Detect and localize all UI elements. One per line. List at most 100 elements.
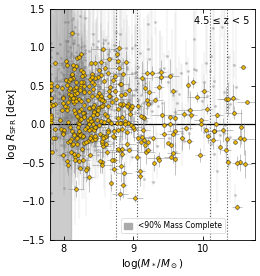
Point (152, 98, 157, 103)
Point (134, 75, 138, 79)
Point (245, 100, 249, 104)
Point (77, 109, 81, 114)
Point (69, 53, 73, 57)
Point (70, 114, 75, 119)
Point (65, 83, 69, 87)
Point (49, 116, 54, 120)
Point (75, 111, 80, 115)
Point (211, 84, 215, 89)
Point (94, 124, 98, 129)
Point (49, 119, 54, 124)
Text: 4.5 ≤ z < 5: 4.5 ≤ z < 5 (194, 16, 249, 26)
Point (146, 140, 150, 144)
Point (90, 112, 95, 117)
Point (233, 140, 237, 145)
Point (52, 92, 56, 97)
Point (222, 131, 226, 135)
Point (71, 99, 75, 103)
Point (122, 93, 126, 97)
Point (74, 105, 78, 109)
Point (82, 131, 86, 135)
Point (84, 108, 88, 112)
Point (68, 88, 72, 92)
Point (76, 102, 81, 107)
Point (70, 17, 74, 22)
Point (124, 60, 128, 64)
Point (75, 107, 80, 112)
Point (122, 122, 127, 126)
Point (100, 136, 105, 140)
Point (74, 79, 78, 84)
Point (74, 186, 78, 191)
Point (77, 109, 81, 113)
Point (143, 86, 147, 90)
Point (76, 107, 80, 111)
Point (84, 125, 89, 129)
Point (63, 75, 67, 80)
Point (63, 122, 68, 127)
Point (92, 135, 96, 139)
Point (84, 135, 89, 140)
Point (55, 86, 59, 91)
Point (49, 48, 54, 52)
Point (226, 97, 230, 101)
Point (49, 149, 54, 154)
Point (81, 111, 86, 115)
Point (82, 165, 86, 169)
Point (108, 84, 112, 89)
Point (74, 76, 78, 80)
Point (75, 116, 79, 120)
Point (87, 122, 91, 127)
Point (69, 92, 73, 96)
Point (78, 84, 82, 89)
Point (146, 148, 150, 152)
Point (71, 104, 75, 108)
Point (106, 71, 110, 76)
Point (110, 158, 114, 162)
Point (100, 163, 104, 168)
Point (73, 95, 77, 100)
Point (109, 107, 113, 111)
Point (118, 121, 122, 125)
Point (134, 70, 139, 75)
Point (71, 63, 75, 68)
Point (87, 89, 91, 94)
Point (76, 62, 80, 66)
Point (66, 58, 70, 63)
Point (66, 111, 70, 115)
Point (113, 102, 118, 106)
Point (54, 85, 58, 90)
Point (74, 78, 78, 82)
Point (82, 140, 86, 145)
Point (141, 128, 145, 132)
Point (68, 139, 72, 143)
Point (80, 113, 84, 118)
Point (112, 135, 116, 139)
Point (73, 120, 77, 124)
Point (74, 95, 78, 99)
Point (97, 91, 101, 95)
Y-axis label: log $R_{\rm SFR}$ [dex]: log $R_{\rm SFR}$ [dex] (5, 88, 19, 160)
Point (99, 48, 103, 52)
Point (233, 192, 237, 197)
Point (68, 113, 73, 117)
Point (100, 97, 104, 101)
Point (97, 78, 101, 83)
Point (79, 131, 83, 136)
Point (168, 74, 172, 78)
Point (64, 60, 69, 65)
Point (77, 159, 82, 163)
Point (165, 54, 169, 59)
Point (96, 153, 100, 157)
Point (71, 41, 75, 45)
Point (122, 120, 126, 124)
Point (89, 97, 93, 101)
Point (126, 119, 130, 123)
Point (97, 68, 101, 72)
Point (156, 104, 160, 108)
Point (84, 92, 88, 96)
Point (103, 112, 107, 116)
Point (226, 105, 231, 110)
Point (228, 102, 232, 107)
Point (76, 110, 80, 115)
